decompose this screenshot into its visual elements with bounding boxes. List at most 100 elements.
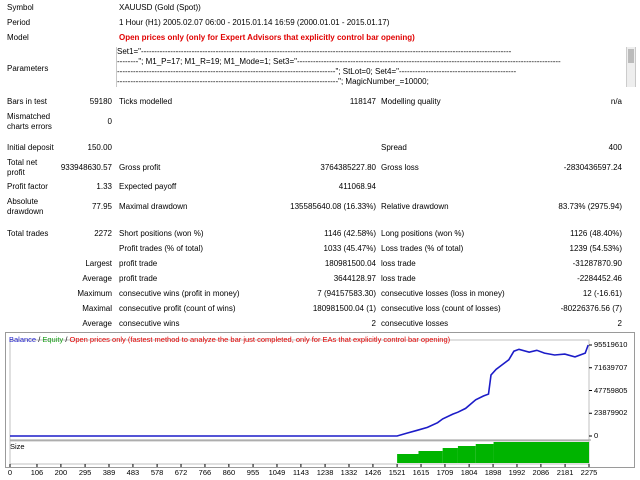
y-tick-label: 95519610 <box>594 340 628 349</box>
ticks-value: 118147 <box>349 97 376 106</box>
x-tick-label: 1332 <box>340 468 358 477</box>
mismatched-label: Mismatched <box>7 112 51 121</box>
maximal-label: Maximal <box>82 304 112 313</box>
spread-label: Spread <box>381 143 407 152</box>
scrollbar-thumb[interactable] <box>628 49 634 63</box>
short-positions-label: Short positions (won %) <box>119 229 204 238</box>
x-tick-label: 1992 <box>508 468 526 477</box>
parameters-line: --------"; M1_P=17; M1_R=19; M1_Mode=1; … <box>117 57 561 66</box>
max-consecutive-profit-label: consecutive profit (count of wins) <box>119 304 236 313</box>
gross-loss-label: Gross loss <box>381 163 419 172</box>
y-tick-label: 71639707 <box>594 362 628 372</box>
max-consecutive-wins-value: 7 (94157583.30) <box>317 289 376 298</box>
x-tick-label: 389 <box>102 468 116 477</box>
x-tick-label: 1426 <box>364 468 382 477</box>
profit-factor-value: 1.33 <box>96 182 112 191</box>
avg-consecutive-wins-label: consecutive wins <box>119 319 180 328</box>
avg-consecutive-wins-value: 2 <box>371 319 376 328</box>
ticks-label: Ticks modelled <box>119 97 173 106</box>
parameters-line: ----------------------------------------… <box>117 77 429 86</box>
x-tick-label: 106 <box>30 468 44 477</box>
x-tick-label: 1049 <box>268 468 286 477</box>
maximal-drawdown-label: Maximal drawdown <box>119 202 188 211</box>
loss-trades-label: Loss trades (% of total) <box>381 244 464 253</box>
largest-loss-label: loss trade <box>381 259 416 268</box>
quality-value: n/a <box>610 97 622 106</box>
largest-label: Largest <box>85 259 112 268</box>
net-profit-label: profit <box>7 168 25 177</box>
period-label: Period <box>7 18 31 27</box>
x-tick-label: 2275 <box>580 468 598 477</box>
balance-chart <box>5 332 635 468</box>
gross-loss-value: -2830436597.24 <box>563 163 622 172</box>
x-tick-label: 2181 <box>556 468 574 477</box>
x-tick-label: 955 <box>246 468 260 477</box>
largest-profit-value: 180981500.04 <box>324 259 376 268</box>
average-consecutive-label: Average <box>82 319 112 328</box>
max-consecutive-wins-label: consecutive wins (profit in money) <box>119 289 240 298</box>
parameters-label: Parameters <box>7 64 49 73</box>
long-positions-label: Long positions (won %) <box>381 229 465 238</box>
x-tick-label: 1898 <box>484 468 502 477</box>
x-tick-label: 1615 <box>412 468 430 477</box>
max-consecutive-profit-value: 180981500.04 (1) <box>312 304 376 313</box>
total-trades-value: 2272 <box>94 229 112 238</box>
spread-value: 400 <box>608 143 622 152</box>
absolute-drawdown-label: drawdown <box>7 207 44 216</box>
x-tick-label: 2086 <box>532 468 550 477</box>
x-tick-label: 1709 <box>436 468 454 477</box>
max-consecutive-losses-value: 12 (-16.61) <box>582 289 622 298</box>
parameters-scrollbar[interactable] <box>626 47 635 87</box>
x-tick-label: 1238 <box>316 468 334 477</box>
largest-profit-label: profit trade <box>119 259 158 268</box>
relative-drawdown-label: Relative drawdown <box>381 202 449 211</box>
loss-trades-value: 1239 (54.53%) <box>569 244 622 253</box>
short-positions-value: 1146 (42.58%) <box>324 229 376 238</box>
initial-deposit-value: 150.00 <box>87 143 112 152</box>
max-consecutive-losses-label: consecutive losses (loss in money) <box>381 289 505 298</box>
net-profit-value: 933948630.57 <box>60 163 112 172</box>
model-label: Model <box>7 33 29 42</box>
period-value: 1 Hour (H1) 2005.02.07 06:00 - 2015.01.1… <box>119 18 390 27</box>
average-profit-label: profit trade <box>119 274 158 283</box>
absolute-drawdown-value: 77.95 <box>91 202 112 211</box>
initial-deposit-label: Initial deposit <box>7 143 54 152</box>
maximum-label: Maximum <box>77 289 112 298</box>
long-positions-value: 1126 (48.40%) <box>570 229 622 238</box>
x-tick-label: 295 <box>78 468 92 477</box>
model-value: Open prices only (only for Expert Adviso… <box>119 33 415 42</box>
profit-trades-label: Profit trades (% of total) <box>119 244 204 253</box>
bars-label: Bars in test <box>7 97 48 106</box>
x-tick-label: 1804 <box>460 468 478 477</box>
maximal-drawdown-value: 135585640.08 (16.33%) <box>290 202 376 211</box>
legend-model-note: Open prices only (fastest method to anal… <box>69 335 451 344</box>
expected-payoff-value: 411068.94 <box>338 182 376 191</box>
gross-profit-value: 3764385227.80 <box>320 163 376 172</box>
parameters-textbox[interactable]: Set1="----------------------------------… <box>116 47 636 87</box>
mismatched-label: charts errors <box>7 122 52 131</box>
x-tick-label: 483 <box>126 468 140 477</box>
relative-drawdown-value: 83.73% (2975.94) <box>558 202 622 211</box>
parameters-line: Set1="----------------------------------… <box>117 47 512 56</box>
avg-consecutive-losses-label: consecutive losses <box>381 319 449 328</box>
absolute-drawdown-label: Absolute <box>7 197 39 206</box>
bars-value: 59180 <box>89 97 112 106</box>
profit-factor-label: Profit factor <box>7 182 48 191</box>
profit-trades-value: 1033 (45.47%) <box>323 244 376 253</box>
max-consecutive-loss-label: consecutive loss (count of losses) <box>381 304 501 313</box>
symbol-label: Symbol <box>7 3 34 12</box>
net-profit-label: Total net <box>7 158 38 167</box>
total-trades-label: Total trades <box>7 229 49 238</box>
quality-label: Modelling quality <box>381 97 441 106</box>
expected-payoff-label: Expected payoff <box>119 182 177 191</box>
x-tick-label: 0 <box>7 468 13 477</box>
symbol-value: XAUUSD (Gold (Spot)) <box>119 3 201 12</box>
y-tick-label: 47759805 <box>594 385 628 395</box>
average-profit-value: 3644128.97 <box>333 274 376 283</box>
x-tick-label: 578 <box>150 468 164 477</box>
x-tick-label: 1143 <box>292 468 309 477</box>
chart-legend: Balance / Equity / Open prices only (fas… <box>9 335 450 345</box>
legend-balance: Balance <box>9 335 37 344</box>
parameters-line: ----------------------------------------… <box>117 67 517 76</box>
legend-equity: Equity <box>42 335 64 344</box>
